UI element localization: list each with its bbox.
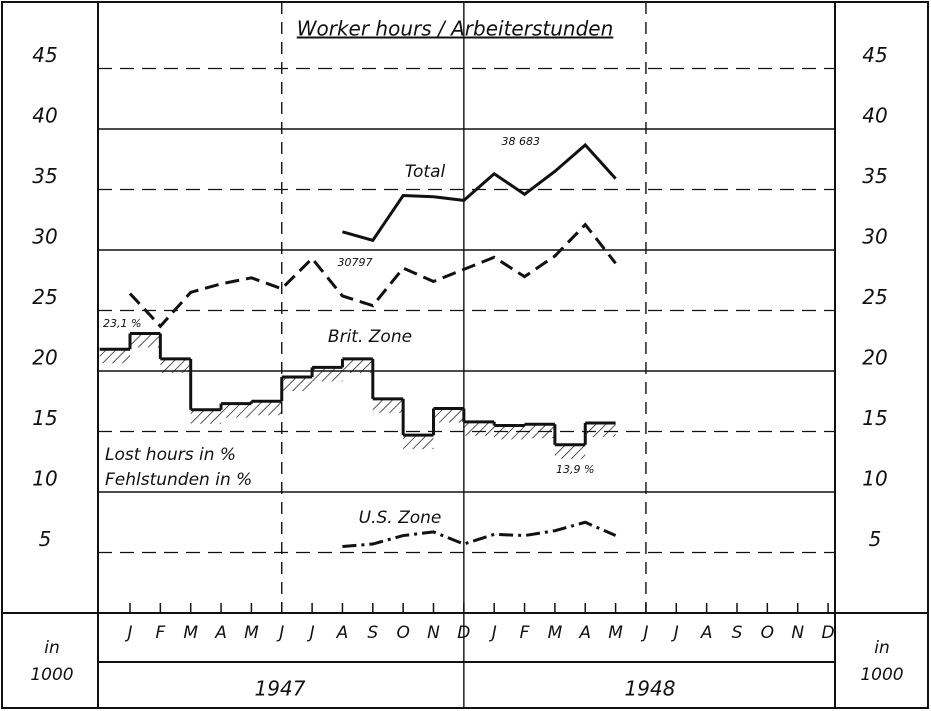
step-hatch: [433, 408, 464, 423]
y-tick-label: 35: [862, 164, 887, 188]
y-tick-label: 10: [32, 467, 57, 491]
unit-label: in: [44, 638, 60, 658]
step-hatch: [372, 398, 404, 413]
series-line: [342, 142, 617, 243]
year-label: 1947: [255, 677, 306, 701]
y-tick-label: 25: [862, 285, 887, 309]
y-tick-label: 10: [862, 467, 887, 491]
step-hatch: [494, 425, 525, 440]
y-tick-label: 15: [32, 406, 57, 430]
step-hatch: [190, 409, 222, 424]
series-label: Lost hours in %: [105, 445, 236, 465]
x-tick-label: A: [700, 623, 713, 643]
x-tick-label: J: [640, 623, 648, 643]
x-tick-label: A: [214, 623, 227, 643]
unit-label: in: [874, 638, 890, 658]
y-tick-label: 30: [862, 225, 887, 249]
series-label: U.S. Zone: [359, 508, 442, 528]
x-tick-label: N: [427, 623, 440, 643]
y-tick-label: 45: [32, 43, 57, 67]
x-tick-label: M: [183, 623, 198, 643]
x-tick-label: A: [578, 623, 591, 643]
step-hatch: [403, 435, 434, 450]
step-hatch: [312, 367, 343, 382]
chart-title: Worker hours / Arbeiterstunden: [297, 17, 614, 41]
step-hatch: [463, 421, 495, 436]
x-tick-label: D: [822, 623, 835, 643]
x-tick-label: O: [761, 623, 774, 643]
x-tick-label: J: [489, 623, 497, 643]
value-label: 23,1 %: [103, 317, 141, 330]
value-label: 13,9 %: [556, 463, 594, 476]
step-hatch: [342, 358, 373, 373]
step-hatch: [99, 349, 130, 364]
y-tick-label: 25: [32, 285, 57, 309]
series-label: Fehlstunden in %: [105, 470, 252, 490]
series-label: Brit. Zone: [328, 327, 412, 347]
step-hatch: [524, 424, 555, 439]
x-tick-label: F: [155, 623, 165, 643]
x-tick-label: J: [124, 623, 132, 643]
unit-label: 1000: [30, 665, 73, 685]
x-tick-label: O: [396, 623, 409, 643]
step-hatch: [221, 403, 252, 418]
y-tick-label: 5: [869, 527, 882, 551]
x-tick-label: M: [548, 623, 563, 643]
y-tick-label: 45: [862, 43, 887, 67]
x-tick-label: F: [520, 623, 530, 643]
y-tick-label: 5: [39, 527, 52, 551]
step-hatch: [251, 401, 282, 416]
y-tick-label: 40: [32, 104, 57, 128]
y-tick-label: 35: [32, 164, 57, 188]
unit-label: 1000: [860, 665, 903, 685]
series-line: [128, 222, 617, 329]
x-tick-label: J: [671, 623, 679, 643]
step-hatch: [554, 444, 586, 459]
value-label: 38 683: [502, 135, 541, 148]
value-label: 30797: [338, 256, 373, 269]
y-tick-label: 20: [32, 346, 57, 370]
series-line: [342, 520, 617, 548]
x-tick-label: M: [608, 623, 623, 643]
y-tick-label: 15: [862, 406, 887, 430]
step-hatch: [130, 333, 161, 348]
y-tick-label: 30: [32, 225, 57, 249]
x-tick-label: S: [367, 623, 378, 643]
step-hatch: [160, 358, 191, 373]
x-tick-label: S: [732, 623, 743, 643]
x-tick-label: J: [307, 623, 315, 643]
step-hatch: [281, 377, 313, 392]
x-tick-label: J: [276, 623, 284, 643]
step-hatch: [585, 423, 616, 438]
y-tick-label: 40: [862, 104, 887, 128]
year-label: 1948: [625, 677, 676, 701]
x-tick-label: M: [244, 623, 259, 643]
x-tick-label: A: [336, 623, 349, 643]
x-tick-label: N: [791, 623, 804, 643]
series-label: Total: [405, 162, 446, 182]
y-tick-label: 20: [862, 346, 887, 370]
